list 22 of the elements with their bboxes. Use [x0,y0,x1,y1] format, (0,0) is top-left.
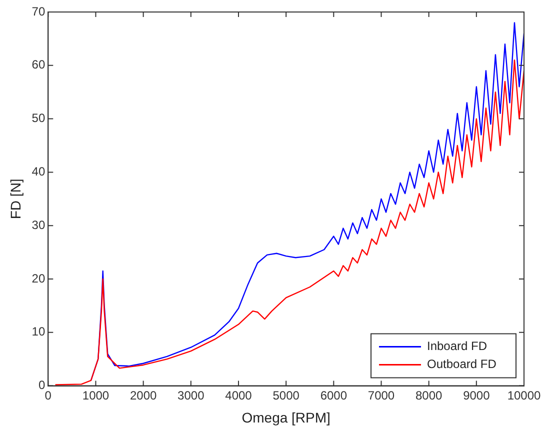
y-axis-title: FD [N] [7,178,24,220]
x-tick-label: 1000 [82,388,110,402]
x-tick-label: 8000 [415,388,442,402]
x-tick-label: 4000 [225,388,252,402]
y-tick-label: 20 [32,271,46,286]
x-tick-label: 7000 [368,388,395,402]
y-tick-label: 70 [32,4,46,18]
y-tick-label: 10 [32,324,46,339]
y-tick-label: 0 [38,378,46,392]
legend-label: Outboard FD [427,357,497,372]
x-tick-label: 6000 [320,388,348,402]
x-tick-label: 9000 [463,388,490,402]
x-tick-label: 3000 [178,388,205,402]
x-tick-label: 5000 [272,388,300,402]
y-tick-label: 50 [32,111,46,126]
legend-label: Inboard FD [427,339,488,354]
y-tick-label: 40 [32,164,46,179]
y-tick-label: 30 [32,218,46,232]
x-tick-label: 10000 [507,388,542,402]
y-tick-label: 60 [32,58,46,72]
x-tick-label: 2000 [130,388,157,402]
x-axis-title: Omega [RPM] [242,409,330,426]
